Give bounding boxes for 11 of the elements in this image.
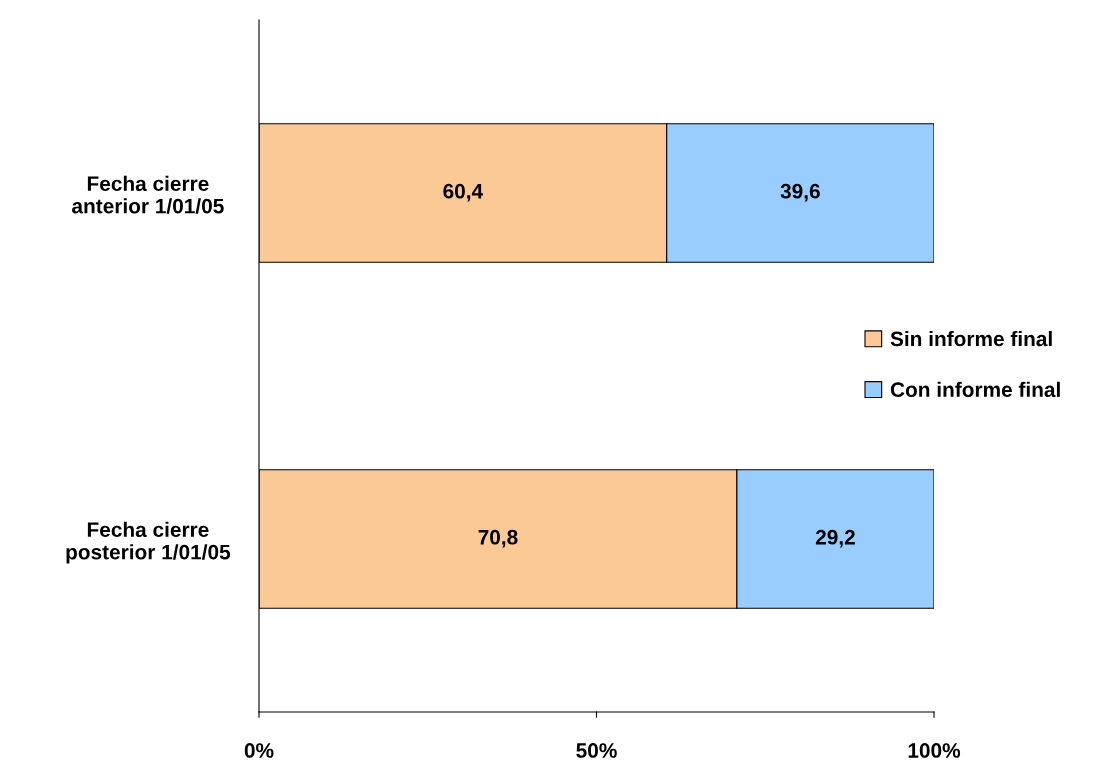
legend-label: Con informe final [890, 381, 1060, 398]
data-label: 29,2 [815, 529, 855, 548]
legend-label: Sin informe final [890, 330, 1052, 347]
data-label: 39,6 [780, 183, 820, 202]
x-tick-label: 100% [908, 743, 961, 758]
x-tick-label: 0% [244, 743, 274, 758]
data-label: 60,4 [443, 183, 484, 202]
y-tick-label: Fecha cierre anterior 1/01/05 [72, 175, 224, 214]
x-tick-label: 50% [576, 743, 617, 758]
y-tick-label: Fecha cierre posterior 1/01/05 [66, 521, 231, 564]
data-label: 70,8 [478, 529, 518, 548]
